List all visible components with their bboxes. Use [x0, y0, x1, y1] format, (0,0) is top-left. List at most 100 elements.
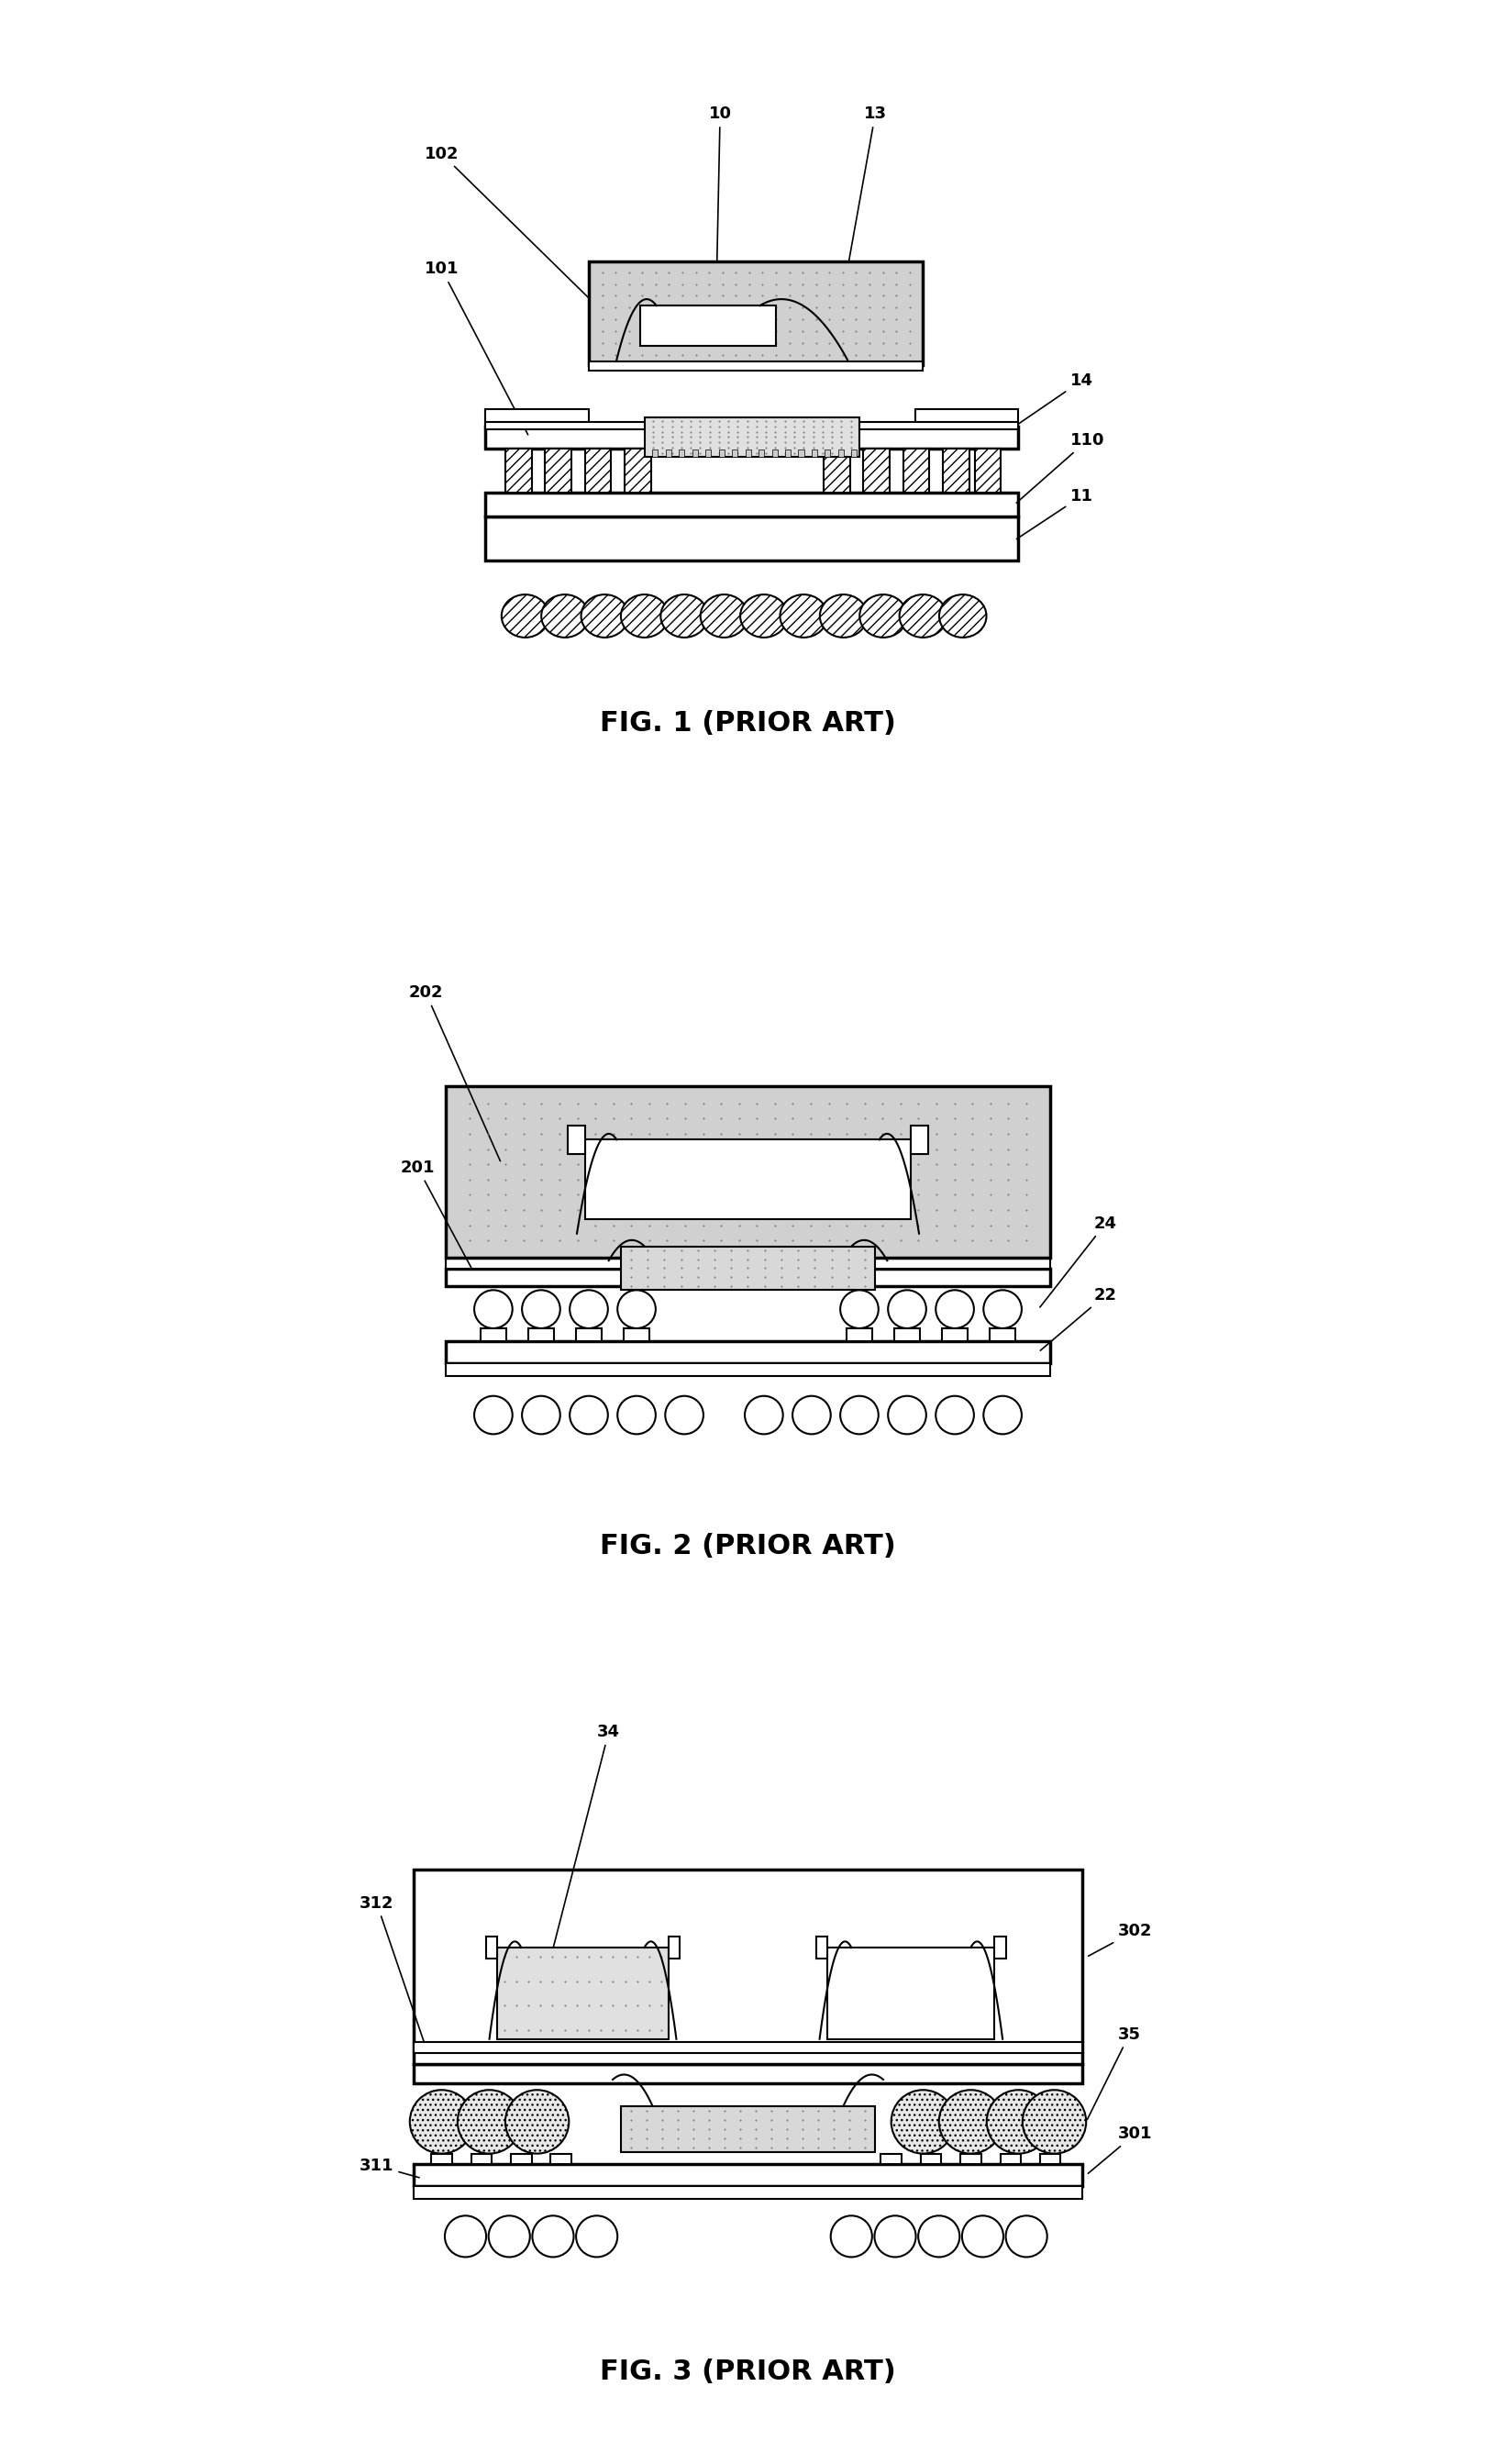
- Bar: [446, 1340, 1049, 1363]
- Bar: [990, 1328, 1015, 1340]
- Ellipse shape: [501, 594, 549, 638]
- Text: 201: 201: [401, 1161, 472, 1269]
- Bar: [484, 426, 1018, 448]
- Bar: [446, 1269, 1049, 1286]
- Text: 302: 302: [1088, 1922, 1151, 1956]
- Text: 101: 101: [425, 261, 528, 434]
- Circle shape: [888, 1397, 925, 1434]
- Bar: [910, 1126, 928, 1153]
- Circle shape: [939, 2089, 1002, 2154]
- Bar: [837, 448, 843, 456]
- Circle shape: [617, 1291, 655, 1328]
- Circle shape: [444, 2215, 486, 2257]
- Bar: [623, 1328, 649, 1340]
- Bar: [812, 448, 816, 456]
- Text: 35: 35: [1087, 2025, 1141, 2119]
- Text: 102: 102: [425, 145, 607, 315]
- Circle shape: [576, 2215, 617, 2257]
- Bar: [480, 1328, 505, 1340]
- Bar: [758, 448, 764, 456]
- Bar: [863, 448, 890, 493]
- Bar: [652, 448, 658, 456]
- Bar: [486, 1937, 496, 1959]
- Circle shape: [888, 1291, 925, 1328]
- Bar: [414, 2186, 1081, 2198]
- Bar: [544, 448, 571, 493]
- Bar: [798, 448, 803, 456]
- Bar: [528, 1328, 553, 1340]
- Text: 11: 11: [1017, 488, 1093, 540]
- Ellipse shape: [898, 594, 946, 638]
- Bar: [446, 1087, 1049, 1257]
- Bar: [644, 416, 858, 456]
- Bar: [550, 2154, 571, 2163]
- Bar: [915, 409, 1018, 426]
- Text: 301: 301: [1087, 2126, 1151, 2173]
- Bar: [1000, 2154, 1020, 2163]
- Circle shape: [665, 1397, 703, 1434]
- Circle shape: [982, 1291, 1021, 1328]
- Circle shape: [617, 1397, 655, 1434]
- Bar: [414, 2065, 1081, 2085]
- Bar: [625, 448, 650, 493]
- Ellipse shape: [620, 594, 668, 638]
- Bar: [881, 2154, 901, 2163]
- Bar: [414, 2163, 1081, 2186]
- Bar: [679, 448, 685, 456]
- Bar: [484, 517, 1018, 559]
- Bar: [620, 1247, 875, 1291]
- Bar: [827, 1947, 994, 2040]
- Bar: [919, 2154, 940, 2163]
- Text: FIG. 2 (PRIOR ART): FIG. 2 (PRIOR ART): [599, 1533, 896, 1560]
- Ellipse shape: [939, 594, 985, 638]
- Bar: [824, 448, 830, 456]
- Bar: [771, 448, 777, 456]
- Circle shape: [918, 2215, 958, 2257]
- Bar: [505, 448, 531, 493]
- Bar: [994, 1937, 1005, 1959]
- Text: FIG. 1 (PRIOR ART): FIG. 1 (PRIOR ART): [599, 710, 896, 737]
- Text: 14: 14: [1017, 372, 1093, 426]
- Circle shape: [474, 1291, 513, 1328]
- Circle shape: [489, 2215, 529, 2257]
- Ellipse shape: [541, 594, 588, 638]
- Circle shape: [792, 1397, 830, 1434]
- Text: 34: 34: [546, 1725, 620, 1976]
- Text: 312: 312: [359, 1895, 425, 2045]
- Circle shape: [875, 2215, 915, 2257]
- Bar: [567, 1126, 585, 1153]
- Bar: [446, 1257, 1049, 1269]
- Bar: [471, 2154, 492, 2163]
- Bar: [589, 362, 922, 372]
- Bar: [484, 409, 589, 426]
- Bar: [960, 2154, 981, 2163]
- Bar: [706, 448, 710, 456]
- Bar: [484, 421, 1018, 429]
- Bar: [745, 448, 750, 456]
- Circle shape: [840, 1397, 878, 1434]
- Circle shape: [474, 1397, 513, 1434]
- Bar: [846, 1328, 872, 1340]
- Bar: [446, 1363, 1049, 1375]
- Bar: [431, 2154, 451, 2163]
- Text: 24: 24: [1039, 1215, 1117, 1308]
- Bar: [576, 1328, 601, 1340]
- Circle shape: [745, 1397, 782, 1434]
- Bar: [620, 2107, 875, 2151]
- Text: 13: 13: [839, 106, 887, 310]
- Ellipse shape: [700, 594, 748, 638]
- Ellipse shape: [819, 594, 867, 638]
- Bar: [942, 448, 969, 493]
- Text: 311: 311: [359, 2158, 419, 2178]
- Bar: [496, 1947, 668, 2040]
- Ellipse shape: [580, 594, 628, 638]
- Circle shape: [522, 1291, 559, 1328]
- Circle shape: [570, 1291, 607, 1328]
- Ellipse shape: [661, 594, 707, 638]
- Bar: [640, 306, 776, 345]
- Circle shape: [1005, 2215, 1046, 2257]
- Bar: [824, 448, 849, 493]
- Circle shape: [570, 1397, 607, 1434]
- Circle shape: [1023, 2089, 1085, 2154]
- Bar: [942, 1328, 967, 1340]
